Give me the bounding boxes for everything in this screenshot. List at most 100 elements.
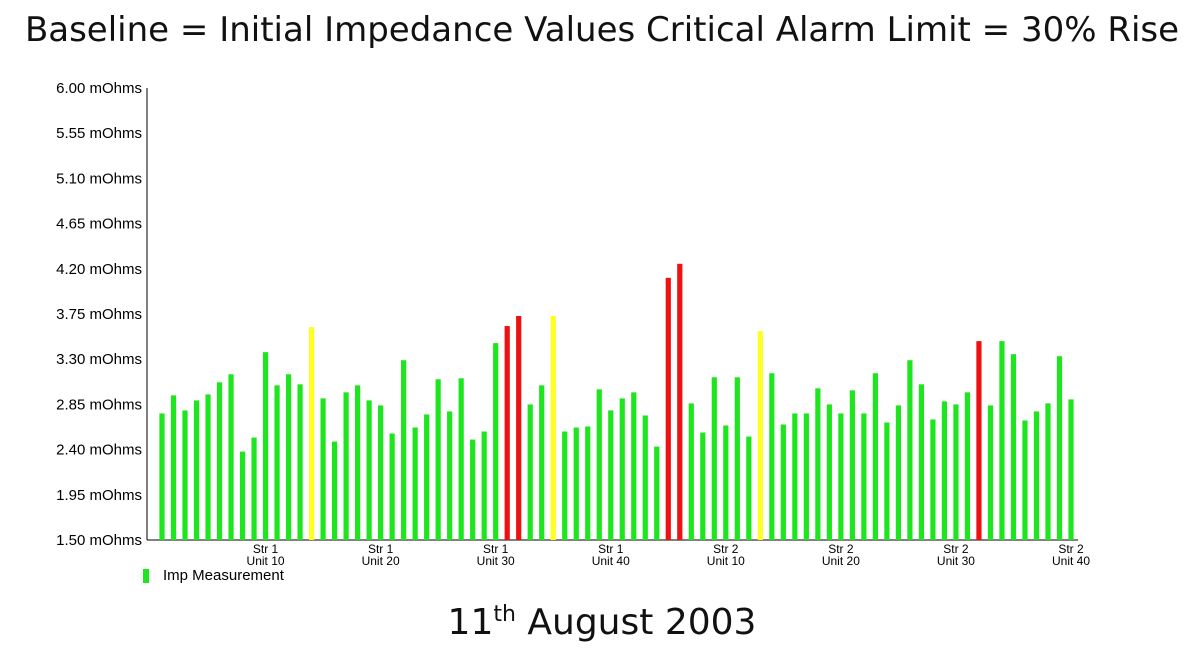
- bar: [320, 398, 326, 540]
- bar: [274, 385, 280, 540]
- bar: [780, 424, 786, 540]
- bar: [884, 422, 890, 540]
- footer-date: 11th August 2003: [0, 602, 1204, 643]
- bar: [285, 374, 292, 540]
- bar: [815, 388, 821, 540]
- footer-rest: August 2003: [527, 602, 757, 643]
- bar: [907, 360, 913, 540]
- bar: [228, 374, 234, 540]
- y-tick-label: 1.95 mOhms: [56, 487, 142, 504]
- bar: [700, 432, 706, 540]
- x-tick-label-line1: Str 2: [713, 542, 739, 556]
- bar: [941, 401, 948, 540]
- bar: [838, 413, 844, 540]
- bar: [527, 404, 533, 540]
- bar: [193, 400, 200, 540]
- bar: [343, 392, 349, 540]
- bar: [872, 373, 878, 540]
- bar: [677, 263, 683, 540]
- bar: [723, 425, 729, 540]
- y-tick-label: 4.20 mOhms: [56, 261, 142, 278]
- bar: [688, 403, 694, 540]
- bar: [447, 411, 453, 540]
- bar: [976, 341, 982, 540]
- bar: [458, 378, 464, 540]
- bar: [170, 395, 177, 540]
- bar: [435, 379, 441, 540]
- bar: [401, 360, 407, 540]
- bar: [297, 384, 303, 540]
- bar: [366, 400, 372, 540]
- x-tick-label-line2: Unit 20: [362, 554, 400, 568]
- bar: [159, 413, 165, 540]
- x-tick-label-line2: Unit 10: [247, 554, 285, 568]
- legend-swatch: [143, 568, 149, 583]
- bar: [619, 398, 625, 540]
- bar: [493, 343, 499, 540]
- bar: [1022, 420, 1028, 540]
- bar: [550, 316, 556, 540]
- bar: [861, 413, 867, 540]
- x-tick-label-line2: Unit 30: [477, 554, 515, 568]
- bar: [539, 385, 545, 540]
- x-tick-label-line2: Unit 10: [707, 554, 745, 568]
- bar: [205, 394, 211, 540]
- x-tick-label-line2: Unit 20: [822, 554, 860, 568]
- bar: [987, 405, 994, 540]
- bar: [1045, 403, 1051, 540]
- bar: [308, 327, 315, 540]
- bar: [1010, 354, 1017, 540]
- y-tick-label: 2.40 mOhms: [56, 442, 142, 459]
- bar: [918, 384, 925, 540]
- bar: [585, 426, 591, 540]
- bar: [331, 441, 338, 540]
- footer-suffix: th: [493, 602, 516, 627]
- y-tick-label: 3.75 mOhms: [56, 306, 142, 323]
- x-tick-label-line2: Unit 30: [937, 554, 975, 568]
- bar: [792, 413, 798, 540]
- bar: [573, 427, 579, 540]
- x-tick-label-line1: Str 2: [943, 542, 969, 556]
- bar: [389, 433, 395, 540]
- bar: [470, 439, 476, 540]
- bar: [964, 392, 971, 540]
- bar: [953, 404, 959, 540]
- bar: [516, 316, 522, 540]
- bar: [251, 437, 257, 540]
- bar: [596, 389, 602, 540]
- y-tick-label: 3.30 mOhms: [56, 351, 142, 368]
- legend: Imp Measurement: [143, 567, 284, 584]
- y-tick-label: 4.65 mOhms: [56, 216, 142, 233]
- bar: [608, 410, 614, 540]
- x-tick-label-line1: Str 1: [368, 542, 394, 556]
- bar: [631, 392, 637, 540]
- x-tick-label-line2: Unit 40: [1052, 554, 1090, 568]
- bar: [1056, 356, 1063, 540]
- bar: [757, 331, 763, 540]
- bar: [826, 404, 832, 540]
- legend-label: Imp Measurement: [163, 567, 284, 584]
- y-tick-label: 5.55 mOhms: [56, 125, 142, 142]
- bar: [1068, 399, 1074, 540]
- y-tick-label: 6.00 mOhms: [56, 80, 142, 97]
- bar: [481, 431, 487, 540]
- bar: [654, 446, 660, 540]
- bar: [665, 277, 671, 540]
- y-tick-label: 1.50 mOhms: [56, 532, 142, 549]
- y-tick-label: 5.10 mOhms: [56, 170, 142, 187]
- x-tick-label-line1: Str 1: [598, 542, 624, 556]
- bar: [895, 405, 902, 540]
- bar: [378, 405, 384, 540]
- y-tick-label: 2.85 mOhms: [56, 396, 142, 413]
- bar: [930, 419, 936, 540]
- bar: [642, 415, 648, 540]
- x-tick-label-line1: Str 1: [253, 542, 279, 556]
- bar: [262, 352, 269, 540]
- x-tick-label-line1: Str 1: [483, 542, 509, 556]
- x-tick-label-line1: Str 2: [828, 542, 854, 556]
- bar: [424, 414, 430, 540]
- bar: [803, 413, 809, 540]
- bar: [999, 341, 1005, 540]
- x-tick-label-line2: Unit 40: [592, 554, 630, 568]
- bar: [216, 382, 223, 540]
